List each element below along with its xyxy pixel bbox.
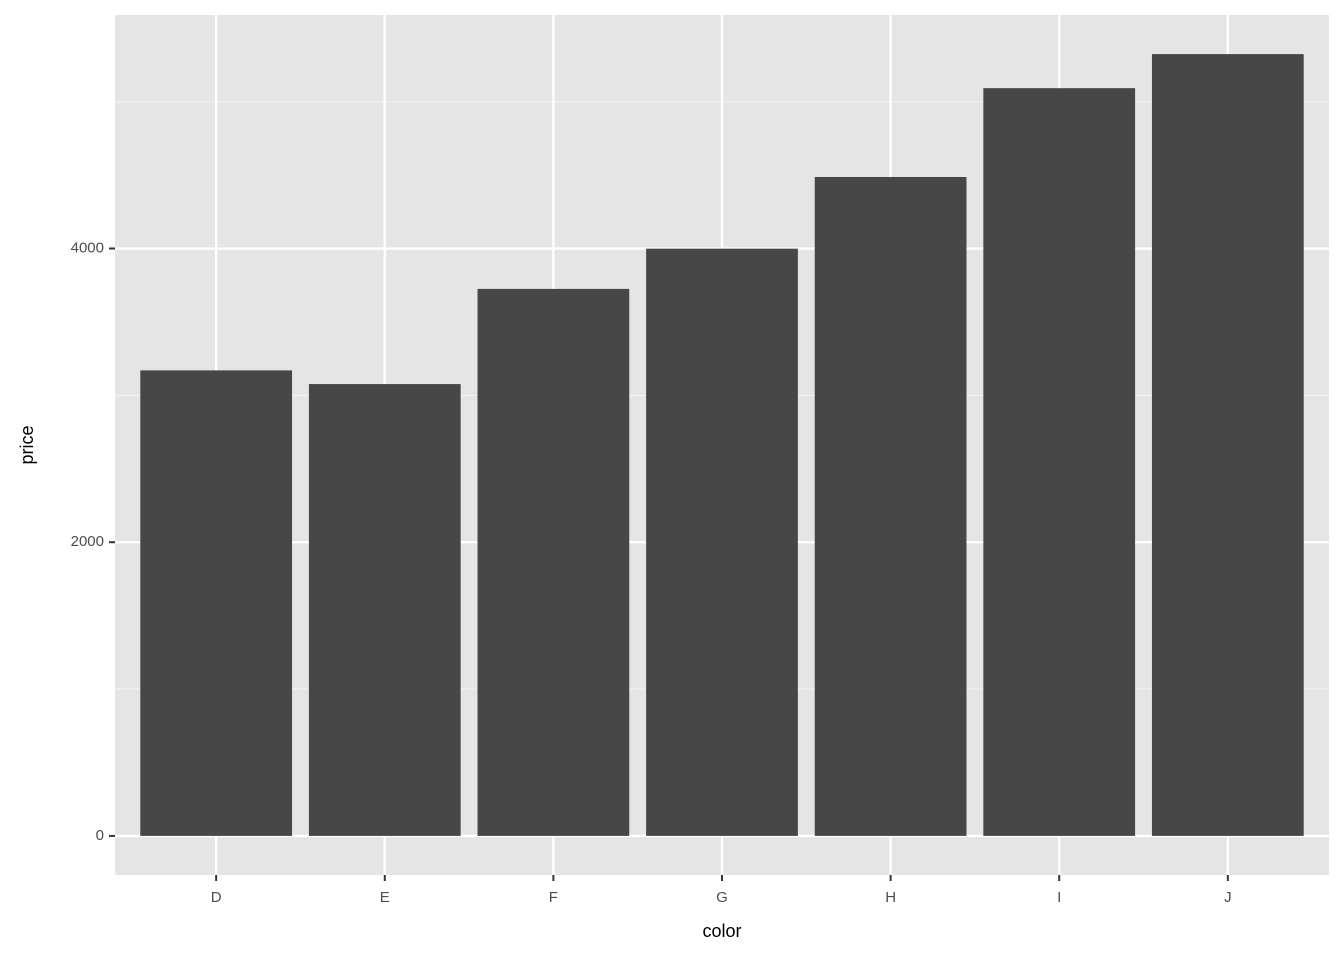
x-tick-label: J	[1224, 889, 1232, 906]
bar	[646, 248, 798, 836]
x-tick-label: D	[211, 889, 222, 906]
y-tick-label: 2000	[71, 533, 104, 550]
x-tick-label: H	[885, 889, 896, 906]
x-axis-title: color	[702, 921, 741, 941]
bar	[308, 384, 461, 836]
y-axis-title: price	[17, 425, 37, 464]
y-tick-label: 4000	[71, 239, 104, 256]
x-tick-label: F	[549, 889, 558, 906]
x-tick-label: I	[1057, 889, 1061, 906]
bars	[140, 54, 1304, 836]
bar	[983, 88, 1136, 836]
x-tick-label: E	[380, 889, 390, 906]
x-tick-label: G	[716, 889, 728, 906]
bar	[477, 288, 630, 836]
bar	[140, 370, 293, 836]
bar	[1151, 54, 1304, 836]
y-tick-label: 0	[96, 827, 104, 844]
bar	[814, 177, 967, 836]
